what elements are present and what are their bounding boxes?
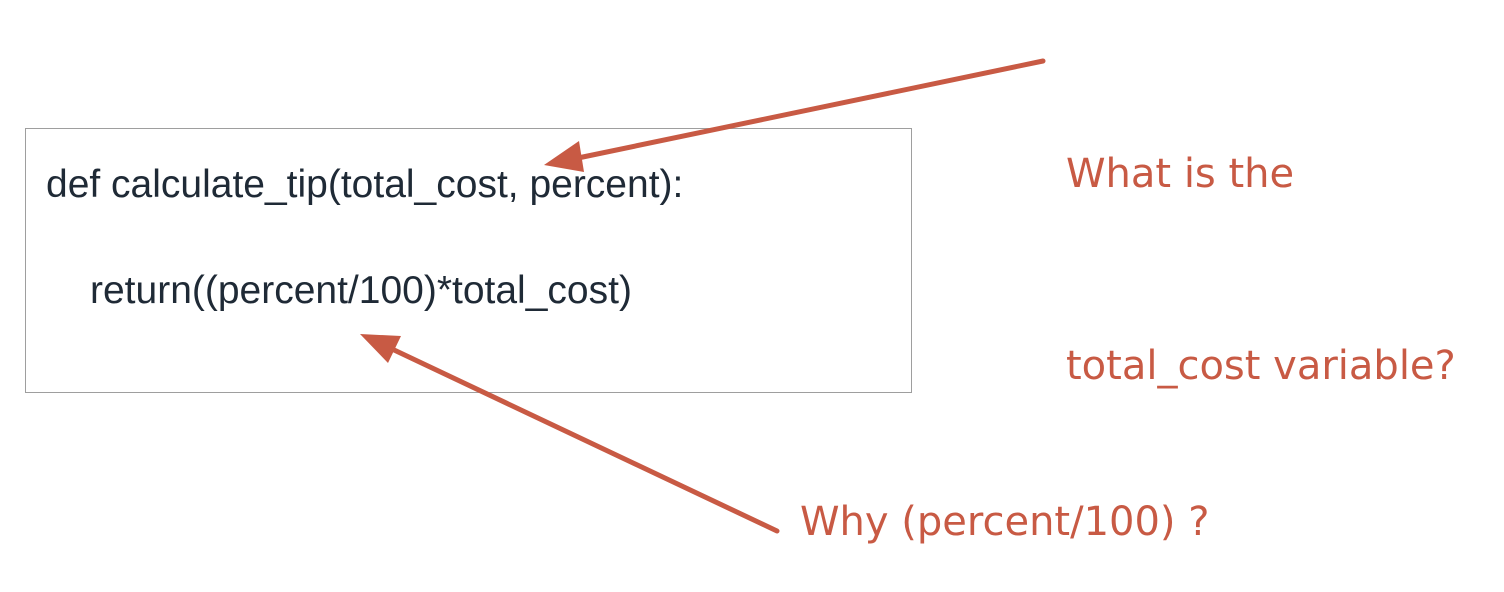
code-block: def calculate_tip(total_cost, percent): … — [25, 128, 912, 393]
code-line-function-definition: def calculate_tip(total_cost, percent): — [46, 163, 684, 206]
annotation-percent-question: Why (percent/100) ? — [800, 499, 1210, 545]
annotation-total-cost-line-1: What is the — [1066, 151, 1295, 197]
code-line-return-statement: return((percent/100)*total_cost) — [90, 269, 632, 312]
annotation-total-cost-line-2: total_cost variable? — [1066, 343, 1456, 389]
annotation-total-cost-question: What is the total_cost variable? — [1066, 14, 1456, 462]
